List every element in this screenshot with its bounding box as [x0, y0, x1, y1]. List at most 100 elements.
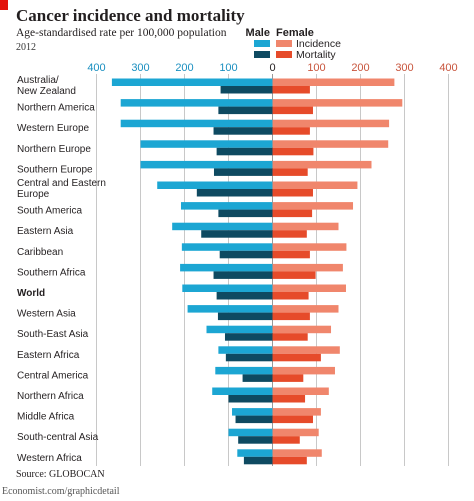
category-label: Northern Europe — [17, 144, 91, 155]
bar-male-mortality — [238, 436, 273, 444]
bar-male-incidence — [157, 181, 273, 189]
bar-male-mortality — [243, 456, 273, 465]
bar-male-mortality — [213, 168, 273, 176]
bar-male-incidence — [172, 222, 273, 231]
bar-male-incidence — [181, 243, 273, 251]
x-tick-label-female: 100 — [307, 62, 325, 74]
bar-male-incidence — [187, 305, 273, 313]
bar-female-mortality — [272, 436, 300, 444]
legend-incidence-label: Incidence — [296, 38, 341, 50]
bar-male-mortality — [242, 374, 273, 382]
category-label: Eastern Africa — [17, 350, 80, 361]
category-label: Eastern Asia — [17, 226, 74, 237]
bar-male-mortality — [217, 312, 273, 321]
x-tick-label-female: 200 — [351, 62, 369, 74]
bar-female-incidence — [272, 222, 339, 231]
bar-female-incidence — [272, 346, 340, 354]
x-tick-label-male: 300 — [131, 62, 149, 74]
bar-male-incidence — [120, 119, 273, 128]
bar-female-incidence — [272, 284, 346, 292]
bar-female-incidence — [272, 119, 390, 128]
bar-female-mortality — [272, 312, 310, 321]
bar-male-incidence — [206, 325, 273, 334]
bar-female-mortality — [272, 189, 313, 197]
bar-male-mortality — [213, 127, 273, 135]
bar-male-mortality — [196, 189, 273, 197]
bar-female-incidence — [272, 160, 372, 169]
bar-female-incidence — [272, 325, 332, 334]
bar-male-incidence — [120, 99, 273, 107]
bar-female-mortality — [272, 230, 307, 238]
bar-male-mortality — [218, 209, 273, 218]
bar-male-incidence — [215, 366, 273, 375]
category-label: Western Asia — [17, 309, 76, 320]
x-tick-label-female: 300 — [395, 62, 413, 74]
bar-male-mortality — [235, 415, 273, 424]
bar-female-mortality — [272, 147, 314, 156]
category-label: Middle Africa — [17, 412, 75, 423]
chart-subtitle: Age-standardised rate per 100,000 popula… — [16, 27, 227, 39]
category-label: Southern Europe — [17, 164, 93, 175]
brand-mark — [0, 0, 8, 10]
bar-male-incidence — [212, 387, 273, 395]
legend-swatch-male-mortality — [254, 51, 270, 58]
bar-female-incidence — [272, 263, 343, 272]
bar-female-incidence — [272, 428, 319, 437]
category-label: Northern Africa — [17, 391, 84, 402]
bar-female-mortality — [272, 395, 306, 403]
bar-male-mortality — [216, 292, 273, 300]
bar-male-mortality — [213, 271, 273, 279]
bar-male-mortality — [218, 106, 273, 115]
bar-female-incidence — [272, 202, 354, 210]
category-label: Central and Eastern Europe — [17, 178, 106, 200]
category-label: Caribbean — [17, 247, 63, 258]
legend-swatch-male-incidence — [254, 40, 270, 47]
category-label: Northern America — [17, 103, 95, 114]
chart-year: 2012 — [16, 42, 36, 53]
chart-title: Cancer incidence and mortality — [16, 6, 245, 25]
category-label: South-East Asia — [17, 329, 89, 340]
bar-female-incidence — [272, 387, 329, 395]
legend-swatch-female-incidence — [276, 40, 292, 47]
category-label: Southern Africa — [17, 267, 86, 278]
category-label: Western Africa — [17, 453, 82, 464]
bar-female-mortality — [272, 292, 309, 300]
bar-male-incidence — [228, 428, 273, 437]
category-label: Western Europe — [17, 123, 90, 134]
bar-female-mortality — [272, 86, 310, 94]
bar-female-incidence — [272, 181, 358, 189]
bar-male-mortality — [228, 395, 273, 403]
category-label: Australia/New Zealand — [17, 75, 76, 97]
bar-male-incidence — [111, 78, 273, 86]
x-tick-label-male: 400 — [87, 62, 105, 74]
source-note: Source: GLOBOCAN — [16, 469, 105, 480]
legend-female-header: Female — [276, 27, 314, 39]
bar-male-incidence — [182, 284, 273, 292]
legend-mortality-label: Mortality — [296, 49, 336, 61]
bar-male-mortality — [219, 250, 273, 259]
bar-female-mortality — [272, 209, 313, 218]
bar-male-mortality — [201, 230, 273, 238]
bar-male-mortality — [216, 147, 273, 156]
legend-swatch-female-mortality — [276, 51, 292, 58]
category-label: South-central Asia — [17, 432, 99, 443]
bar-female-mortality — [272, 456, 307, 465]
bar-male-incidence — [180, 202, 273, 210]
bar-male-incidence — [180, 263, 273, 272]
bar-female-incidence — [272, 78, 395, 86]
bar-female-mortality — [272, 127, 310, 135]
bar-female-incidence — [272, 243, 347, 251]
bar-female-mortality — [272, 333, 308, 341]
bar-male-incidence — [218, 346, 273, 354]
x-tick-label-zero: 0 — [269, 62, 275, 74]
bar-female-incidence — [272, 305, 339, 313]
bar-male-mortality — [225, 353, 273, 362]
bar-male-incidence — [140, 140, 273, 148]
x-tick-label-male: 200 — [175, 62, 193, 74]
credit-link[interactable]: Economist.com/graphicdetail — [2, 486, 120, 497]
bar-female-mortality — [272, 271, 316, 279]
bar-female-incidence — [272, 99, 403, 107]
category-label: World — [17, 288, 45, 299]
bar-female-mortality — [272, 374, 304, 382]
